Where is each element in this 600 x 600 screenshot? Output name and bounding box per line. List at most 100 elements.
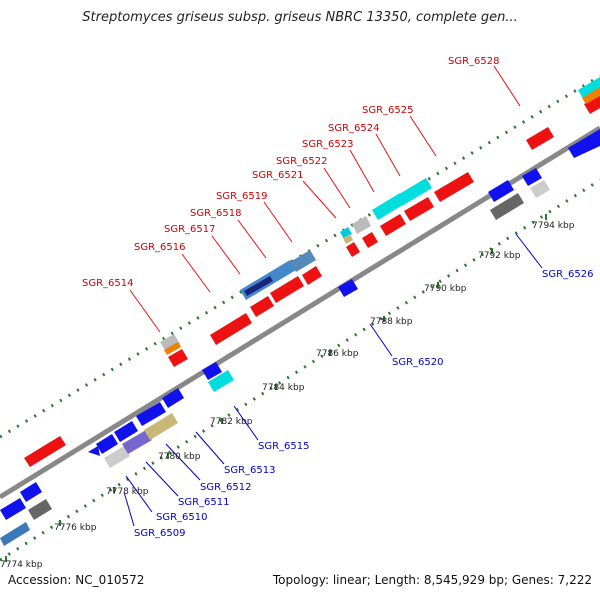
gene-arrow[interactable] xyxy=(144,413,178,440)
gene-arrow[interactable] xyxy=(210,313,252,345)
callout-lines xyxy=(123,65,543,527)
gene-arrow[interactable] xyxy=(340,227,352,239)
gene-arrow[interactable] xyxy=(104,446,130,468)
gene-label-forward[interactable]: SGR_6521 xyxy=(252,170,304,181)
gene-label-forward[interactable]: SGR_6528 xyxy=(448,56,500,67)
gene-label-reverse[interactable]: SGR_6520 xyxy=(392,357,444,368)
callout-line xyxy=(211,235,241,275)
gene-label-reverse[interactable]: SGR_6513 xyxy=(224,465,276,476)
callout-line xyxy=(233,405,259,441)
gene-label-reverse[interactable]: SGR_6515 xyxy=(258,441,310,452)
gene-label-reverse[interactable]: SGR_6510 xyxy=(156,512,208,523)
tick-labels: 7774 kbp 7776 kbp 7778 kbp 7780 kbp 7782… xyxy=(0,221,575,570)
gene-arrow[interactable] xyxy=(343,234,353,244)
tick-label: 7786 kbp xyxy=(316,349,359,359)
gene-arrow[interactable] xyxy=(434,172,474,202)
gene-arrow[interactable] xyxy=(122,430,152,454)
gene-arrow[interactable] xyxy=(160,334,180,352)
tick-label: 7780 kbp xyxy=(158,452,201,462)
gene-arrow[interactable] xyxy=(380,214,406,236)
lower-guide-line xyxy=(0,178,600,562)
gene-arrow[interactable] xyxy=(136,402,166,426)
tick-marks xyxy=(5,214,547,562)
gene-label-forward[interactable]: SGR_6524 xyxy=(328,123,380,134)
gene-arrow[interactable] xyxy=(578,77,600,100)
tick-label: 7782 kbp xyxy=(210,417,253,427)
reverse-genes xyxy=(0,129,600,546)
gene-arrow[interactable] xyxy=(582,87,600,104)
gene-arrow[interactable] xyxy=(372,193,406,220)
gene-arrow[interactable] xyxy=(404,197,434,221)
gene-label-reverse[interactable]: SGR_6526 xyxy=(542,269,594,280)
gene-label-forward[interactable]: SGR_6522 xyxy=(276,156,328,167)
gene-label-reverse[interactable]: SGR_6509 xyxy=(134,528,186,539)
gene-arrow[interactable] xyxy=(302,266,322,285)
reverse-gene-labels: SGR_6509 SGR_6510 SGR_6511 SGR_6512 SGR_… xyxy=(134,269,594,539)
gene-label-forward[interactable]: SGR_6519 xyxy=(216,191,268,202)
tick-label: 7774 kbp xyxy=(0,560,43,570)
gene-arrow[interactable] xyxy=(352,216,371,234)
gene-label-forward[interactable]: SGR_6514 xyxy=(82,278,134,289)
gene-arrow[interactable] xyxy=(20,482,42,502)
callout-line xyxy=(181,253,211,293)
gene-arrow[interactable] xyxy=(488,180,514,202)
gene-arrow[interactable] xyxy=(24,436,66,467)
gene-arrow[interactable] xyxy=(168,349,188,367)
callout-line xyxy=(302,180,337,219)
gene-arrow[interactable] xyxy=(0,522,30,546)
accession-text: Accession: NC_010572 xyxy=(8,573,145,587)
gene-arrow[interactable] xyxy=(88,446,100,456)
gene-arrow[interactable] xyxy=(162,388,184,408)
gene-label-reverse[interactable]: SGR_6512 xyxy=(200,482,252,493)
gene-label-forward[interactable]: SGR_6517 xyxy=(164,224,216,235)
tick-label: 7778 kbp xyxy=(106,487,149,497)
tick-label: 7794 kbp xyxy=(532,221,575,231)
tick-label: 7784 kbp xyxy=(262,383,305,393)
gene-arrow[interactable] xyxy=(244,276,273,296)
gene-arrow[interactable] xyxy=(208,370,234,392)
tick-label: 7792 kbp xyxy=(478,251,521,261)
gene-arrow[interactable] xyxy=(114,421,138,442)
callout-line xyxy=(195,431,225,465)
gene-arrow[interactable] xyxy=(568,129,600,158)
gene-arrow[interactable] xyxy=(96,434,118,454)
forward-gene-labels: SGR_6514 SGR_6516 SGR_6517 SGR_6518 SGR_… xyxy=(82,56,500,289)
tick-label: 7776 kbp xyxy=(54,523,97,533)
gene-arrow[interactable] xyxy=(28,499,52,520)
callout-line xyxy=(125,475,153,513)
gene-label-forward[interactable]: SGR_6516 xyxy=(134,242,186,253)
callout-line xyxy=(369,323,393,357)
gene-arrow[interactable] xyxy=(526,127,554,150)
callout-line xyxy=(263,201,293,243)
callout-line xyxy=(493,65,521,107)
gene-label-forward[interactable]: SGR_6523 xyxy=(302,139,354,150)
tick-label: 7788 kbp xyxy=(370,317,413,327)
gene-label-forward[interactable]: SGR_6518 xyxy=(190,208,242,219)
gene-arrow[interactable] xyxy=(362,232,378,248)
forward-genes xyxy=(24,77,600,467)
gene-arrow[interactable] xyxy=(250,296,274,317)
gene-label-reverse[interactable]: SGR_6511 xyxy=(178,497,230,508)
gene-arrow[interactable] xyxy=(290,250,316,272)
gene-arrow[interactable] xyxy=(338,279,358,297)
callout-line xyxy=(129,289,161,333)
callout-line xyxy=(165,443,201,481)
callout-line xyxy=(323,167,351,209)
gene-arrow[interactable] xyxy=(522,168,542,186)
gene-arrow[interactable] xyxy=(202,362,222,380)
gene-arrow[interactable] xyxy=(270,276,304,303)
gene-arrow[interactable] xyxy=(584,94,600,114)
gene-arrow[interactable] xyxy=(164,342,181,355)
map-title: Streptomyces griseus subsp. griseus NBRC… xyxy=(82,10,518,25)
gene-label-forward[interactable]: SGR_6525 xyxy=(362,105,414,116)
gene-arrow[interactable] xyxy=(530,180,550,198)
gene-arrow[interactable] xyxy=(396,178,432,206)
callout-line xyxy=(123,491,135,527)
tick-label: 7790 kbp xyxy=(424,284,467,294)
callout-line xyxy=(237,219,267,259)
gene-arrow[interactable] xyxy=(346,242,360,257)
callout-line xyxy=(145,461,179,497)
gene-arrow[interactable] xyxy=(490,193,524,220)
gene-arrow[interactable] xyxy=(0,498,26,520)
